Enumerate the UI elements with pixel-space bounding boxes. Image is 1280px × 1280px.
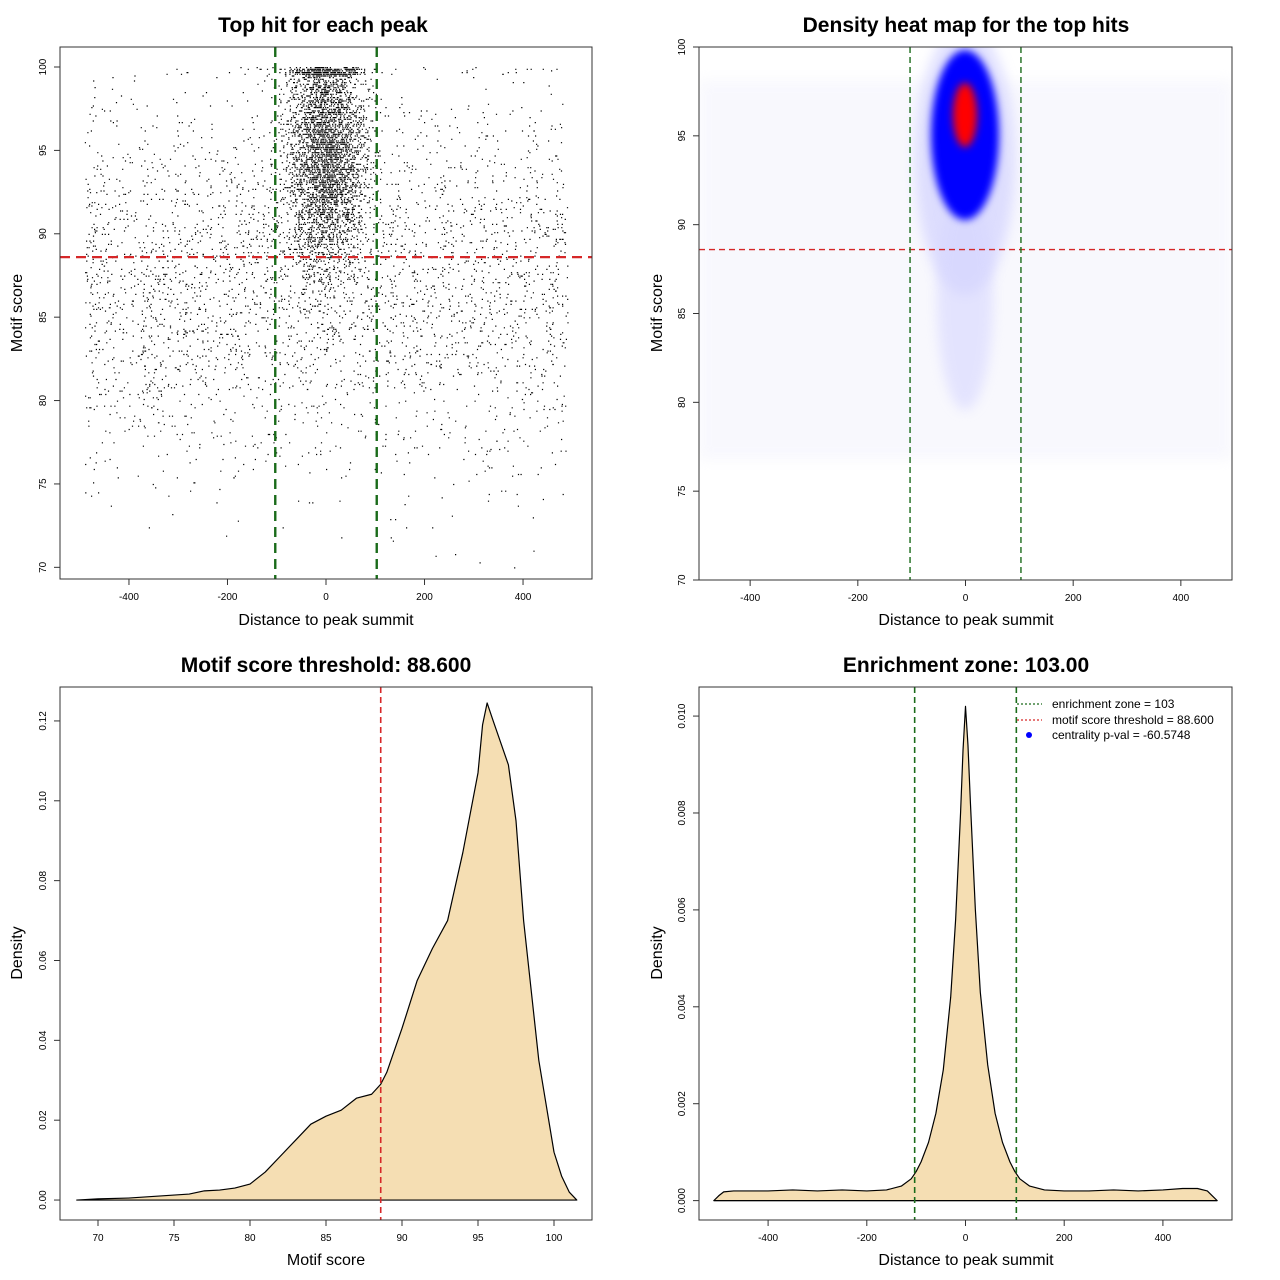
y-tick-label: 100: [38, 58, 49, 75]
distance-density-y-axis: 0.000 0.002 0.004 0.006 0.008 0.010: [677, 703, 699, 1213]
x-tick-label: 0: [963, 593, 969, 604]
x-tick-label: -400: [758, 1233, 778, 1244]
distance-density-area: [713, 705, 1218, 1202]
y-tick-label: 80: [38, 395, 49, 407]
x-tick-label: -200: [848, 593, 868, 604]
y-tick-label: 0.002: [677, 1091, 688, 1116]
y-tick-label: 75: [677, 485, 688, 497]
x-tick-label: -200: [217, 592, 237, 603]
x-tick-label: 100: [546, 1233, 563, 1244]
x-tick-label: 70: [92, 1233, 104, 1244]
x-tick-label: 0: [323, 592, 329, 603]
scatter-point-cloud: [84, 67, 569, 569]
distance-density-panel: Enrichment zone: 103.00 -400 -200 0 200 400 …: [649, 654, 1233, 1269]
score-density-y-axis: 0.00 0.02 0.04 0.06 0.08 0.10 0.12: [38, 711, 60, 1210]
heatmap-title: Density heat map for the top hits: [803, 14, 1130, 37]
scatter-title: Top hit for each peak: [218, 14, 428, 37]
legend-centrality-label: centrality p-val = -60.5748: [1052, 728, 1191, 742]
heatmap-tail: [937, 190, 993, 410]
scatter-y-axis: 70 75 80 85 90 95 100: [38, 58, 60, 573]
score-density-title: Motif score threshold: 88.600: [181, 654, 472, 677]
score-density-y-label: Density: [9, 926, 26, 979]
x-tick-label: -200: [857, 1233, 877, 1244]
y-tick-label: 0.12: [38, 711, 49, 731]
scatter-x-axis: -400 -200 0 200 400: [119, 579, 532, 603]
y-tick-label: 0.000: [677, 1188, 688, 1213]
y-tick-label: 80: [677, 396, 688, 408]
y-tick-label: 0.004: [677, 994, 688, 1019]
y-tick-label: 95: [677, 130, 688, 142]
x-tick-label: 400: [1155, 1233, 1172, 1244]
x-tick-label: -400: [119, 592, 139, 603]
score-density-x-label: Motif score: [287, 1252, 365, 1269]
legend-motif-threshold-label: motif score threshold = 88.600: [1052, 713, 1214, 727]
distance-density-x-label: Distance to peak summit: [878, 1252, 1054, 1269]
y-tick-label: 90: [677, 219, 688, 231]
scatter-y-label: Motif score: [9, 274, 26, 352]
score-density-area: [76, 702, 578, 1201]
y-tick-label: 70: [677, 574, 688, 586]
y-tick-label: 0.08: [38, 870, 49, 890]
heatmap-panel: Density heat map for the top hits -400 -2…: [649, 14, 1233, 629]
distance-density-legend: enrichment zone = 103 motif score thresh…: [1017, 697, 1214, 742]
heatmap-y-label: Motif score: [649, 274, 666, 352]
x-tick-label: 0: [963, 1233, 969, 1244]
distance-density-x-axis: -400 -200 0 200 400: [758, 1220, 1172, 1244]
scatter-points: [84, 67, 569, 569]
heatmap-y-axis: 70 75 80 85 90 95 100: [677, 38, 699, 586]
y-tick-label: 0.10: [38, 791, 49, 811]
x-tick-label: 90: [396, 1233, 408, 1244]
y-tick-label: 95: [38, 144, 49, 156]
heatmap-density: [699, 47, 1232, 580]
distance-density-title: Enrichment zone: 103.00: [843, 654, 1089, 677]
y-tick-label: 85: [38, 311, 49, 323]
y-tick-label: 100: [677, 38, 688, 55]
y-tick-label: 0.008: [677, 800, 688, 825]
x-tick-label: 200: [1065, 593, 1082, 604]
scatter-panel: Top hit for each peak -400 -200 0 200 400 70…: [9, 14, 593, 629]
x-tick-label: -400: [740, 593, 760, 604]
x-tick-label: 85: [320, 1233, 332, 1244]
x-tick-label: 400: [1173, 593, 1190, 604]
x-tick-label: 95: [472, 1233, 484, 1244]
y-tick-label: 85: [677, 308, 688, 320]
y-tick-label: 70: [38, 561, 49, 573]
x-tick-label: 400: [515, 592, 532, 603]
legend-enrichment-zone-label: enrichment zone = 103: [1052, 697, 1175, 711]
x-tick-label: 200: [1056, 1233, 1073, 1244]
y-tick-label: 90: [38, 228, 49, 240]
distance-density-y-label: Density: [649, 926, 666, 979]
x-tick-label: 75: [168, 1233, 180, 1244]
y-tick-label: 0.00: [38, 1190, 49, 1210]
heatmap-x-axis: -400 -200 0 200 400: [740, 580, 1190, 604]
y-tick-label: 0.006: [677, 897, 688, 922]
y-tick-label: 0.02: [38, 1110, 49, 1130]
y-tick-label: 0.010: [677, 703, 688, 728]
scatter-plot-frame: [59, 46, 593, 580]
x-tick-label: 80: [244, 1233, 256, 1244]
legend-centrality-dot: [1026, 732, 1032, 738]
y-tick-label: 75: [38, 478, 49, 490]
scatter-x-label: Distance to peak summit: [238, 612, 414, 629]
score-density-x-axis: 70 75 80 85 90 95 100: [92, 1220, 563, 1244]
heatmap-red-peak: [953, 83, 977, 147]
x-tick-label: 200: [416, 592, 433, 603]
score-density-panel: Motif score threshold: 88.600 70 75 80 85 90…: [9, 654, 593, 1269]
y-tick-label: 0.06: [38, 950, 49, 970]
heatmap-x-label: Distance to peak summit: [878, 612, 1054, 629]
y-tick-label: 0.04: [38, 1030, 49, 1050]
